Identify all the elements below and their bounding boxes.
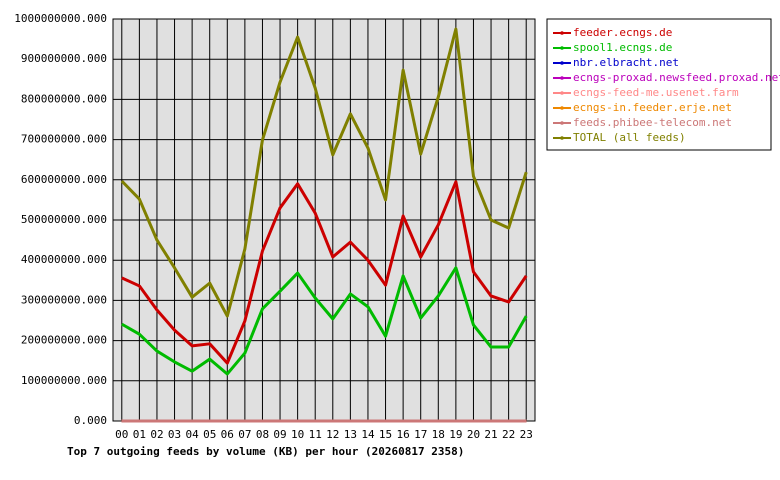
x-tick-label: 04 [186, 428, 200, 441]
legend-marker [560, 91, 564, 95]
x-tick-label: 19 [449, 428, 462, 441]
x-tick-label: 18 [432, 428, 445, 441]
legend-marker [560, 61, 564, 65]
x-tick-label: 03 [168, 428, 181, 441]
x-tick-label: 09 [273, 428, 286, 441]
y-tick-label: 500000000.000 [21, 213, 107, 226]
y-tick-label: 600000000.000 [21, 173, 107, 186]
legend-label: ecngs-proxad.newsfeed.proxad.net [573, 71, 780, 84]
legend-marker [560, 136, 564, 140]
x-tick-label: 16 [397, 428, 410, 441]
series-line [121, 266, 528, 376]
legend-label: TOTAL (all feeds) [573, 131, 686, 144]
x-tick-label: 20 [467, 428, 480, 441]
y-tick-label: 800000000.000 [21, 92, 107, 105]
series-line [120, 27, 528, 318]
y-tick-label: 200000000.000 [21, 334, 107, 347]
y-tick-label: 0.000 [74, 414, 107, 427]
x-tick-label: 15 [379, 428, 392, 441]
x-tick-label: 23 [520, 428, 533, 441]
x-tick-label: 21 [484, 428, 497, 441]
x-tick-label: 02 [150, 428, 163, 441]
x-tick-label: 00 [115, 428, 128, 441]
legend-marker [560, 76, 564, 80]
x-tick-label: 10 [291, 428, 304, 441]
x-tick-label: 01 [133, 428, 146, 441]
chart-title: Top 7 outgoing feeds by volume (KB) per … [67, 445, 464, 458]
y-tick-label: 100000000.000 [21, 374, 107, 387]
legend-label: nbr.elbracht.net [573, 56, 679, 69]
legend-marker [560, 31, 564, 35]
x-tick-label: 22 [502, 428, 515, 441]
legend-marker [560, 46, 564, 50]
x-tick-label: 06 [221, 428, 234, 441]
x-tick-label: 11 [309, 428, 322, 441]
y-tick-label: 900000000.000 [21, 52, 107, 65]
x-tick-label: 05 [203, 428, 216, 441]
legend-label: spool1.ecngs.de [573, 41, 672, 54]
x-tick-label: 13 [344, 428, 357, 441]
y-tick-label: 300000000.000 [21, 293, 107, 306]
legend-label: ecngs-feed-me.usenet.farm [573, 86, 739, 99]
legend-label: feeds.phibee-telecom.net [573, 116, 732, 129]
legend-marker [560, 121, 564, 125]
legend-label: feeder.ecngs.de [573, 26, 672, 39]
x-tick-label: 07 [238, 428, 251, 441]
series-line [121, 180, 528, 365]
x-tick-label: 14 [361, 428, 375, 441]
legend-box [546, 18, 772, 151]
x-tick-label: 17 [414, 428, 427, 441]
y-tick-label: 1000000000.000 [14, 12, 107, 25]
legend-marker [560, 106, 564, 110]
y-tick-label: 700000000.000 [21, 133, 107, 146]
x-tick-label: 08 [256, 428, 269, 441]
legend-label: ecngs-in.feeder.erje.net [573, 101, 732, 114]
y-tick-label: 400000000.000 [21, 253, 107, 266]
x-tick-label: 12 [326, 428, 339, 441]
